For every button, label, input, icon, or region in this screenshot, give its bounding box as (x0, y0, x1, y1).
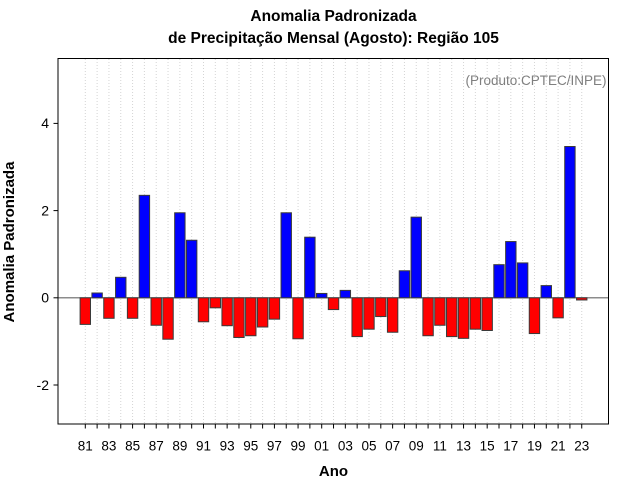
bar-14 (469, 297, 482, 330)
x-tick-label: 09 (409, 439, 424, 454)
bar-06 (375, 297, 387, 318)
bar-13 (457, 297, 470, 339)
bar-19 (528, 297, 541, 335)
bar-89 (174, 212, 186, 299)
bar-83 (103, 297, 115, 319)
bar-01 (316, 292, 328, 299)
bar-11 (434, 297, 446, 326)
bar-20 (540, 285, 552, 299)
x-tick-label: 21 (551, 439, 566, 454)
x-tick-label: 99 (291, 439, 306, 454)
y-tick-label: 0 (41, 290, 49, 306)
bar-88 (162, 297, 174, 340)
bar-16 (493, 264, 505, 299)
bar-92 (209, 297, 222, 309)
bar-21 (552, 297, 564, 319)
y-tick-label: -2 (37, 377, 50, 393)
chart-title-line2: de Precipitação Mensal (Agosto): Região … (168, 30, 499, 47)
bar-17 (505, 241, 517, 299)
y-axis-title: Anomalia Padronizada (1, 161, 18, 323)
x-tick-label: 11 (433, 439, 447, 454)
x-tick-label: 89 (172, 439, 187, 454)
x-tick-label: 81 (78, 439, 93, 454)
bar-96 (256, 297, 269, 328)
bar-03 (339, 289, 352, 299)
bar-02 (327, 297, 340, 311)
bar-82 (91, 292, 103, 299)
bar-08 (398, 270, 411, 299)
bar-85 (126, 297, 139, 319)
bar-94 (233, 297, 245, 338)
bar-95 (245, 297, 257, 337)
bar-84 (115, 276, 127, 299)
bar-91 (197, 297, 210, 323)
x-tick-label: 03 (338, 439, 353, 454)
bar-87 (150, 297, 162, 326)
bar-12 (446, 297, 458, 338)
x-tick-label: 87 (149, 439, 164, 454)
x-tick-label: 07 (385, 439, 400, 454)
plot-area: 81 83 85 87 89 91 93 95 97 99 01 03 05 07 09 11 13 15 17 19… (37, 58, 609, 454)
bar-90 (185, 239, 198, 299)
x-tick-label: 05 (361, 439, 376, 454)
bar-10 (422, 297, 434, 337)
x-tick-label: 93 (220, 439, 235, 454)
x-tick-label: 95 (243, 439, 258, 454)
bar-05 (363, 297, 375, 330)
x-tick-label: 85 (125, 439, 140, 454)
bar-07 (386, 297, 399, 333)
source-annotation: (Produto:CPTEC/INPE) (465, 73, 606, 88)
y-tick-label: 4 (41, 115, 49, 131)
bar-15 (481, 297, 493, 331)
bar-98 (280, 212, 292, 299)
bar-93 (221, 297, 233, 327)
x-tick-label: 83 (101, 439, 116, 454)
x-axis-title: Ano (319, 463, 348, 480)
bar-97 (268, 297, 281, 320)
x-tick-label: 23 (574, 439, 589, 454)
x-tick-label: 15 (480, 439, 495, 454)
y-tick-label: 2 (41, 202, 49, 218)
bar-81 (79, 297, 91, 325)
bar-09 (410, 216, 422, 299)
chart-title-line1: Anomalia Padronizada (250, 8, 417, 25)
x-tick-label: 13 (456, 439, 471, 454)
bar-18 (516, 262, 529, 299)
bar-00 (304, 236, 316, 299)
bar-86 (138, 194, 151, 299)
x-tick-label: 17 (503, 439, 518, 454)
x-tick-label: 91 (196, 439, 211, 454)
x-tick-label: 97 (267, 439, 282, 454)
bar-23 (576, 297, 588, 301)
bar-22 (564, 146, 576, 299)
bar-99 (292, 297, 304, 340)
x-tick-label: 01 (314, 439, 329, 454)
bar-04 (351, 297, 363, 338)
x-tick-label: 19 (527, 439, 542, 454)
